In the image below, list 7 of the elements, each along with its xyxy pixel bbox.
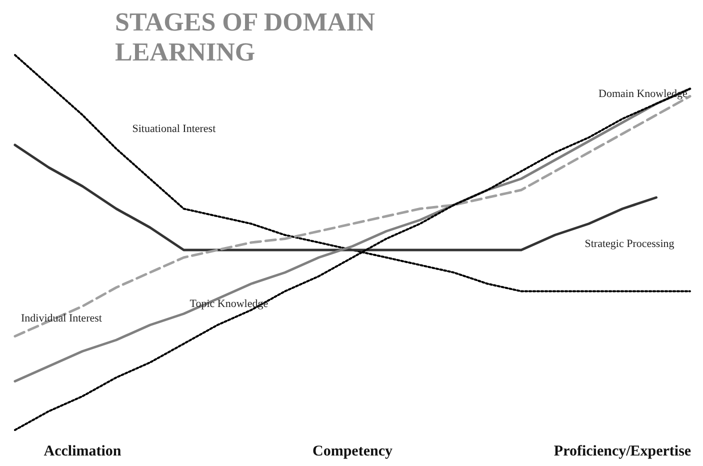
x-tick-label: Competency: [312, 444, 393, 460]
series-label: Strategic Processing: [584, 238, 675, 250]
chart-title: STAGES OF DOMAIN LEARNING: [115, 8, 382, 66]
x-tick-label: Acclimation: [44, 444, 122, 460]
series-label: Situational Interest: [132, 122, 216, 135]
series-label: Individual Interest: [21, 312, 102, 324]
x-tick-label: Proficiency/Expertise: [554, 444, 692, 460]
